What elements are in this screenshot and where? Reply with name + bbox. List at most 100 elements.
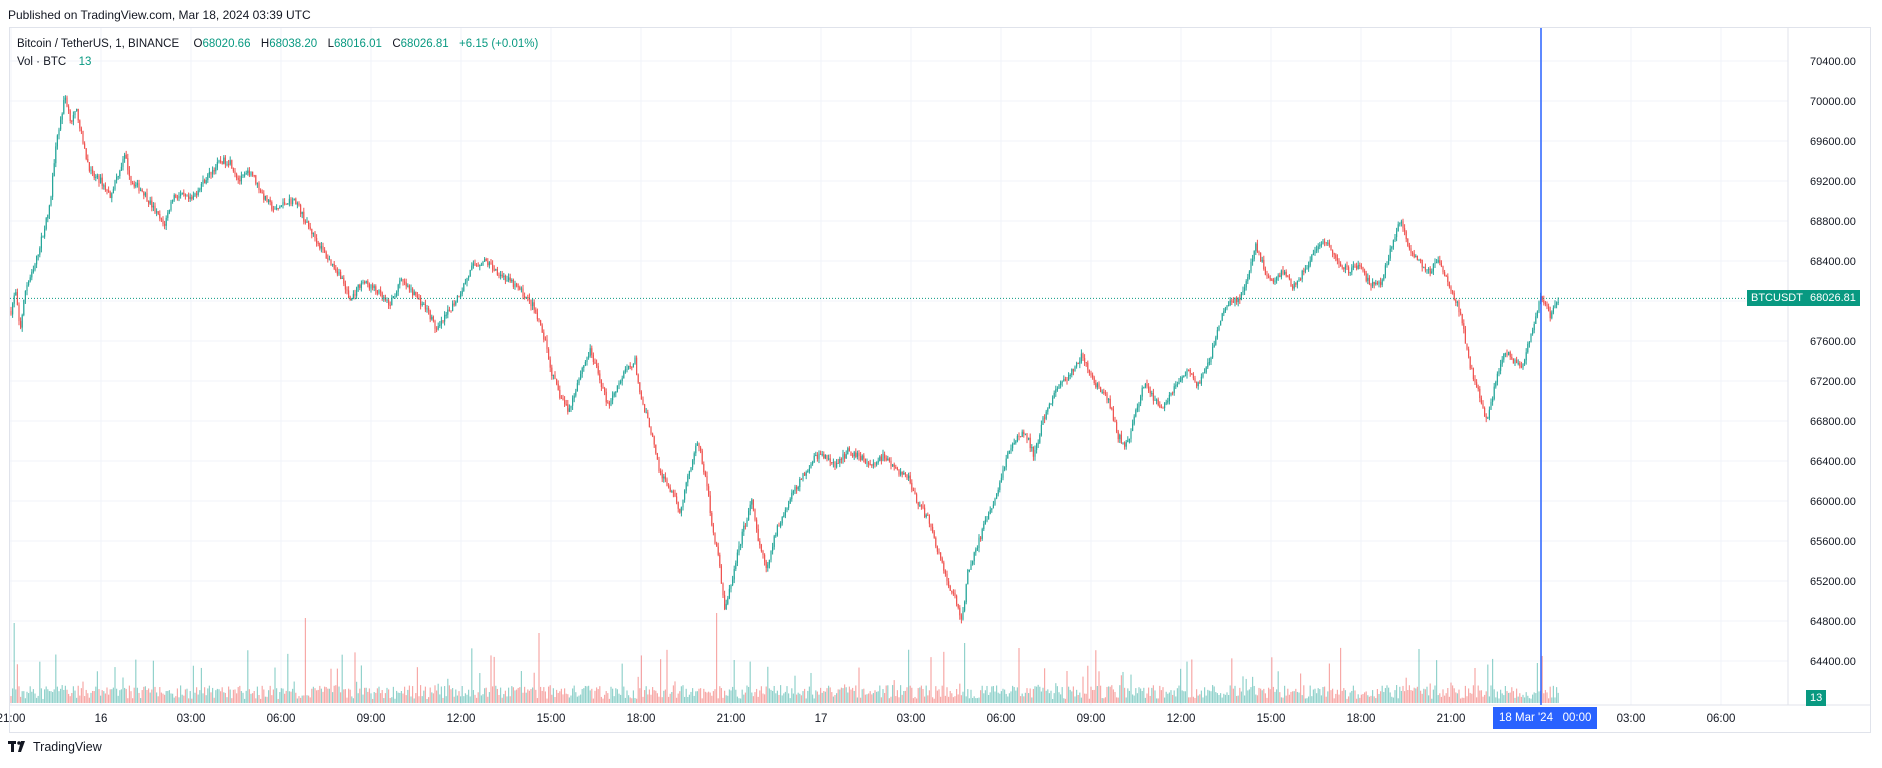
candle-body bbox=[39, 248, 41, 255]
candle-body bbox=[602, 386, 604, 389]
volume-bar bbox=[1160, 690, 1162, 703]
volume-bar bbox=[695, 691, 697, 703]
candle-body bbox=[1279, 275, 1281, 277]
volume-bar bbox=[501, 697, 503, 703]
candle-body bbox=[1221, 313, 1223, 321]
volume-bar bbox=[636, 698, 638, 703]
volume-bar bbox=[103, 691, 105, 703]
candle-body bbox=[812, 462, 814, 465]
candle-body bbox=[103, 185, 105, 187]
volume-bar bbox=[916, 698, 918, 703]
candle-body bbox=[466, 278, 468, 283]
time-tick-label: 03:00 bbox=[897, 713, 926, 725]
candle-body bbox=[1093, 377, 1095, 383]
volume-bar bbox=[1556, 687, 1558, 703]
volume-bar bbox=[178, 697, 180, 703]
volume-bar bbox=[845, 687, 847, 703]
candle-body bbox=[1557, 301, 1559, 303]
volume-bar bbox=[58, 691, 60, 703]
candle-body bbox=[544, 339, 546, 341]
volume-bar bbox=[1544, 689, 1546, 703]
volume-bar bbox=[207, 688, 209, 703]
candle-body bbox=[789, 499, 791, 504]
candle-body bbox=[496, 269, 498, 275]
volume-bar bbox=[1514, 697, 1516, 703]
candle-body bbox=[1442, 266, 1444, 273]
candle-body bbox=[308, 221, 310, 227]
volume-bar bbox=[986, 685, 988, 703]
volume-bar bbox=[1189, 697, 1191, 703]
volume-bar bbox=[370, 693, 372, 703]
candle-body bbox=[472, 263, 474, 266]
candle-body bbox=[1496, 373, 1498, 382]
candle-body bbox=[63, 100, 65, 114]
candle-body bbox=[298, 203, 300, 206]
volume-bar bbox=[716, 613, 718, 703]
volume-bar bbox=[160, 692, 162, 703]
volume-bar bbox=[720, 688, 722, 703]
volume-bar bbox=[1306, 698, 1308, 703]
volume-bar bbox=[455, 689, 457, 703]
volume-bar bbox=[1210, 691, 1212, 703]
volume-bar bbox=[749, 661, 751, 703]
volume-bar bbox=[1314, 688, 1316, 703]
volume-bar bbox=[544, 691, 546, 703]
volume-bar bbox=[308, 695, 310, 703]
volume-bar bbox=[861, 689, 863, 703]
volume-bar bbox=[1279, 692, 1281, 703]
volume-bar bbox=[346, 697, 348, 703]
volume-bar bbox=[1503, 695, 1505, 703]
candle-body bbox=[84, 143, 86, 149]
volume-bar bbox=[938, 689, 940, 703]
candle-body bbox=[455, 301, 457, 305]
volume-bar bbox=[743, 694, 745, 703]
volume-bar bbox=[989, 692, 991, 703]
volume-bar bbox=[39, 661, 41, 703]
candle-body bbox=[1101, 391, 1103, 393]
volume-bar bbox=[1285, 695, 1287, 703]
candle-body bbox=[376, 290, 378, 294]
volume-bar bbox=[524, 686, 526, 703]
volume-bar bbox=[242, 692, 244, 703]
volume-bar bbox=[1346, 698, 1348, 703]
chart-grid bbox=[10, 28, 1870, 706]
candle-body bbox=[303, 211, 305, 222]
candle-body bbox=[903, 473, 905, 475]
volume-bar bbox=[1079, 692, 1081, 703]
candle-body bbox=[122, 158, 124, 167]
candle-body bbox=[1055, 389, 1057, 393]
candle-body bbox=[970, 564, 972, 570]
volume-bar bbox=[330, 668, 332, 703]
candle-body bbox=[100, 177, 102, 183]
volume-bar bbox=[917, 688, 919, 703]
candle-body bbox=[1421, 259, 1423, 268]
volume-bar bbox=[52, 692, 54, 703]
volume-bar bbox=[816, 691, 818, 703]
candle-body bbox=[527, 296, 529, 298]
candle-body bbox=[95, 176, 97, 178]
candle-body bbox=[181, 192, 183, 195]
volume-bar bbox=[679, 691, 681, 703]
candle-body bbox=[866, 462, 868, 464]
candle-body bbox=[101, 177, 103, 186]
candle-body bbox=[60, 119, 62, 130]
candle-body bbox=[748, 510, 750, 521]
candle-body bbox=[871, 464, 873, 466]
volume-bar bbox=[685, 688, 687, 703]
candle-body bbox=[1466, 343, 1468, 350]
candle-body bbox=[1431, 271, 1433, 274]
volume-row: Vol · BTC 13 bbox=[17, 53, 538, 71]
volume-bar bbox=[1533, 692, 1535, 703]
volume-bar bbox=[1303, 685, 1305, 703]
volume-bar bbox=[1412, 690, 1414, 703]
volume-bar bbox=[1501, 693, 1503, 703]
candle-body bbox=[335, 268, 337, 271]
volume-bar bbox=[341, 654, 343, 703]
candle-body bbox=[1138, 403, 1140, 408]
candle-body bbox=[1525, 352, 1527, 361]
volume-bar bbox=[711, 695, 713, 703]
candle-body bbox=[148, 201, 150, 204]
volume-bar bbox=[1052, 698, 1054, 703]
candle-body bbox=[421, 304, 423, 306]
